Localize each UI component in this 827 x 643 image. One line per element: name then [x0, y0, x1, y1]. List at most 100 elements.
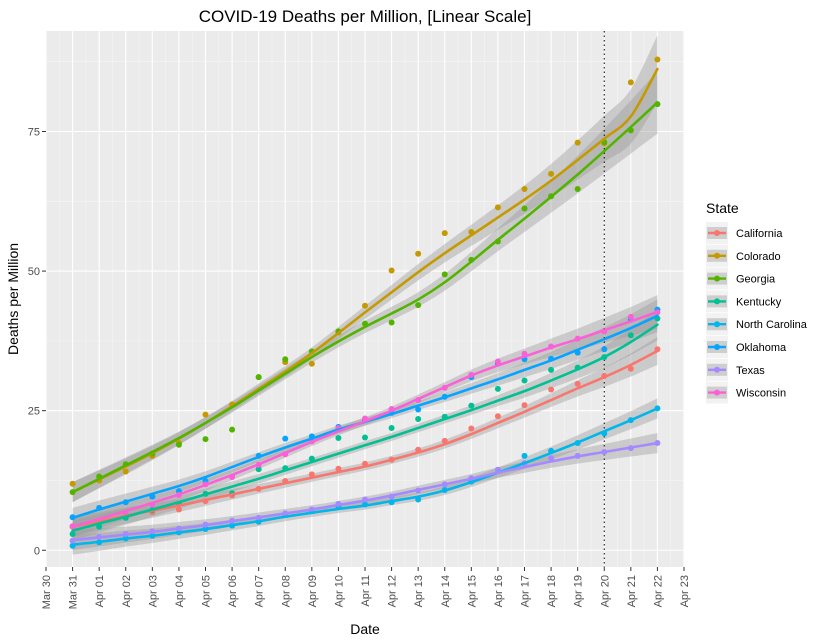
point-kentucky: [335, 435, 342, 442]
legend-point-oklahoma: [714, 344, 720, 350]
point-kentucky: [362, 434, 368, 441]
point-colorado: [548, 170, 555, 177]
legend-label-texas: Texas: [736, 365, 765, 377]
point-kentucky: [627, 332, 634, 339]
point-california: [574, 380, 581, 387]
fit-line-texas: [71, 441, 659, 542]
y-axis: 0 25 50 75: [28, 127, 46, 557]
legend-point-wisconsin: [714, 389, 720, 396]
legend-point-texas: [714, 366, 720, 373]
point-colorado: [69, 480, 76, 487]
legend-point-colorado: [714, 252, 720, 259]
point-kentucky: [388, 424, 395, 431]
point-california: [548, 386, 555, 393]
point-california: [521, 402, 528, 409]
legend-label-kentucky: Kentucky: [736, 296, 782, 308]
x-tick-label: Apr 23: [679, 575, 691, 607]
legend-label-colorado: Colorado: [736, 251, 781, 263]
fit-line-california: [71, 349, 659, 529]
point-georgia: [521, 205, 528, 212]
x-tick-label: Apr 15: [466, 575, 478, 607]
point-kentucky: [521, 377, 528, 384]
x-tick-label: Apr 16: [493, 575, 505, 607]
band-wisconsin: [72, 295, 658, 537]
point-colorado: [574, 139, 581, 146]
y-tick-label: 25: [28, 406, 40, 418]
point-colorado: [521, 186, 528, 193]
point-colorado: [308, 360, 315, 367]
legend-label-wisconsin: Wisconsin: [736, 388, 786, 400]
y-tick-label: 0: [34, 545, 40, 557]
point-kentucky: [494, 385, 501, 392]
point-california: [308, 471, 315, 478]
fit-line-wisconsin: [71, 310, 659, 529]
x-tick-label: Apr 06: [227, 575, 239, 607]
legend-point-kentucky: [714, 298, 720, 305]
y-axis-title: Deaths per Million: [5, 243, 21, 355]
x-tick-label: Apr 02: [121, 575, 133, 607]
x-tick-label: Apr 01: [94, 575, 106, 607]
x-tick-label: Apr 21: [626, 575, 638, 607]
point-kentucky: [255, 466, 262, 473]
point-georgia: [441, 271, 448, 278]
fit-line-kentucky: [71, 323, 659, 533]
chart-title: COVID-19 Deaths per Million, [Linear Sca…: [199, 7, 532, 26]
x-tick-label: Apr 18: [546, 575, 558, 607]
x-tick-label: Apr 04: [174, 575, 186, 607]
legend-title: State: [706, 200, 739, 216]
x-tick-label: Mar 30: [41, 575, 53, 609]
x-tick-label: Apr 20: [599, 575, 611, 607]
point-georgia: [175, 441, 182, 448]
point-kentucky: [415, 416, 422, 423]
x-tick-label: Apr 14: [440, 575, 452, 607]
fit-line-north-carolina: [71, 407, 659, 546]
point-georgia: [388, 319, 395, 326]
band-california: [72, 336, 658, 537]
x-tick-label: Apr 08: [280, 575, 292, 607]
x-tick-label: Apr 11: [360, 575, 372, 607]
point-kentucky: [69, 531, 76, 538]
point-wisconsin: [494, 358, 501, 365]
point-texas: [548, 455, 555, 462]
point-oklahoma: [282, 435, 289, 442]
point-colorado: [202, 411, 209, 418]
point-california: [468, 425, 475, 432]
x-tick-label: Mar 31: [68, 575, 80, 609]
point-kentucky: [96, 523, 103, 530]
fit-lines: [71, 67, 659, 546]
x-tick-label: Apr 13: [413, 575, 425, 607]
point-colorado: [441, 230, 448, 237]
point-colorado: [122, 468, 129, 475]
band-kentucky: [72, 308, 658, 541]
fit-line-georgia: [71, 101, 659, 494]
point-kentucky: [308, 455, 315, 462]
point-california: [335, 465, 342, 472]
point-california: [494, 413, 501, 420]
point-oklahoma: [601, 346, 608, 353]
point-georgia: [229, 426, 236, 433]
band-georgia: [72, 71, 658, 503]
y-tick-label: 75: [28, 127, 40, 139]
x-tick-label: Apr 05: [201, 575, 213, 607]
y-tick-label: 50: [28, 266, 40, 278]
point-georgia: [202, 436, 209, 443]
legend-label-california: California: [736, 228, 783, 240]
point-colorado: [494, 204, 501, 211]
x-tick-label: Apr 12: [387, 575, 399, 607]
band-texas: [72, 433, 658, 551]
x-axis-title: Date: [350, 621, 380, 637]
legend-point-georgia: [714, 275, 720, 282]
point-oklahoma: [415, 406, 422, 413]
x-tick-label: Apr 07: [254, 575, 266, 607]
point-georgia: [282, 356, 289, 363]
point-wisconsin: [627, 313, 634, 320]
legend-point-north-carolina: [714, 321, 720, 328]
x-tick-label: Apr 19: [573, 575, 585, 607]
point-kentucky: [548, 366, 555, 373]
point-colorado: [627, 79, 634, 86]
point-california: [175, 506, 182, 513]
legend: State California Colorado Georgia Kentucky N…: [706, 200, 808, 404]
point-colorado: [415, 250, 422, 257]
point-kentucky: [468, 402, 475, 409]
x-axis: Mar 30 Mar 31 Apr 01 Apr 02 Apr 03 Apr 04 Apr …: [41, 567, 691, 609]
